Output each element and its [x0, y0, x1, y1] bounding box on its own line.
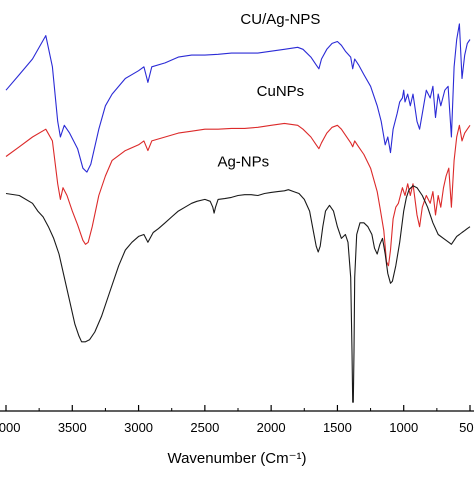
x-axis-ticks: 4000 3500 3000 2500 2000 1500 1000 500 — [0, 405, 474, 435]
x-tick-label: 2500 — [190, 420, 219, 435]
series-label-cu-ag-nps: CU/Ag-NPS — [240, 11, 320, 28]
x-tick-label: 3500 — [58, 420, 87, 435]
x-tick-label: 2000 — [257, 420, 286, 435]
x-tick-label: 1500 — [323, 420, 352, 435]
series-line-cunps — [5, 122, 471, 267]
x-tick-label: 4000 — [0, 420, 20, 435]
series-label-ag-nps: Ag-NPs — [217, 153, 269, 170]
series-labels: CU/Ag-NPS CuNPs Ag-NPs — [217, 11, 320, 170]
series-line-ag-nps — [5, 185, 471, 403]
x-tick-label: 1000 — [389, 420, 418, 435]
x-axis-title: Wavenumber (Cm⁻¹) — [167, 450, 306, 467]
x-tick-label: 500 — [459, 420, 474, 435]
series-line-cu-ag-nps — [5, 23, 471, 173]
x-tick-label: 3000 — [124, 420, 153, 435]
plot-area — [5, 23, 471, 403]
series-label-cunps: CuNPs — [257, 83, 305, 100]
